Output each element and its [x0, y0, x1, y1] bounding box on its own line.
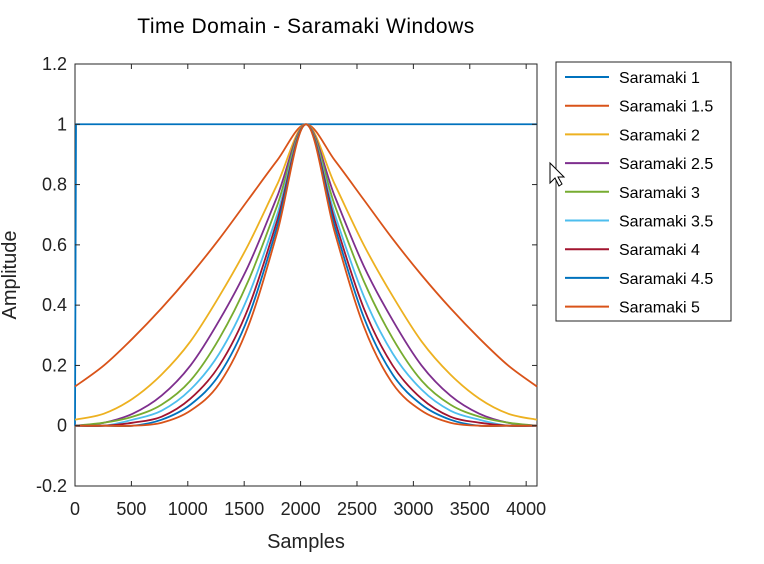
x-tick-label: 4000: [506, 499, 546, 519]
legend-label: Saramaki 1: [619, 70, 700, 87]
series-line-saramaki-1: [74, 123, 537, 426]
series-line-saramaki-5: [75, 123, 537, 427]
y-tick-label: 0.4: [42, 295, 67, 315]
series-layer: [74, 123, 538, 428]
x-tick-label: 500: [116, 499, 146, 519]
y-tick-label: 1.2: [42, 54, 67, 74]
x-tick-label: 3000: [393, 499, 433, 519]
y-tick-label: 0: [57, 416, 67, 436]
x-tick-label: 2000: [281, 499, 321, 519]
y-tick-label: 0.6: [42, 235, 67, 255]
y-tick-label: 0.2: [42, 355, 67, 375]
x-tick-labels: 0 500 1000 1500 2000 2500 3000 3500 4000: [70, 499, 546, 519]
y-tick-label: -0.2: [36, 476, 67, 496]
legend-label: Saramaki 2: [619, 127, 700, 144]
x-tick-label: 3500: [450, 499, 490, 519]
x-axis-label: Samples: [267, 531, 345, 553]
x-tick-label: 1000: [168, 499, 208, 519]
x-tick-label: 0: [70, 499, 80, 519]
chart-title: Time Domain - Saramaki Windows: [137, 15, 474, 38]
legend-label: Saramaki 4: [619, 242, 700, 259]
tick-marks: [74, 63, 537, 487]
legend-label: Saramaki 1.5: [619, 99, 713, 116]
y-tick-label: 0.8: [42, 175, 67, 195]
legend-label: Saramaki 2.5: [619, 156, 713, 173]
legend-label: Saramaki 3.5: [619, 214, 713, 231]
legend-label: Saramaki 4.5: [619, 271, 713, 288]
y-tick-label: 1: [57, 114, 67, 134]
legend: Saramaki 1 Saramaki 1.5 Saramaki 2 Saramaki…: [555, 61, 732, 322]
plot-frame: [74, 63, 538, 487]
y-tick-labels: -0.2 0 0.2 0.4 0.6 0.8 1 1.2: [36, 54, 67, 496]
x-tick-label: 1500: [224, 499, 264, 519]
legend-label: Saramaki 3: [619, 185, 700, 202]
y-axis-label: Amplitude: [0, 231, 21, 320]
x-tick-label: 2500: [337, 499, 377, 519]
mouse-cursor-icon: [549, 161, 566, 187]
legend-label: Saramaki 5: [619, 300, 700, 317]
plot-area: [74, 63, 538, 487]
